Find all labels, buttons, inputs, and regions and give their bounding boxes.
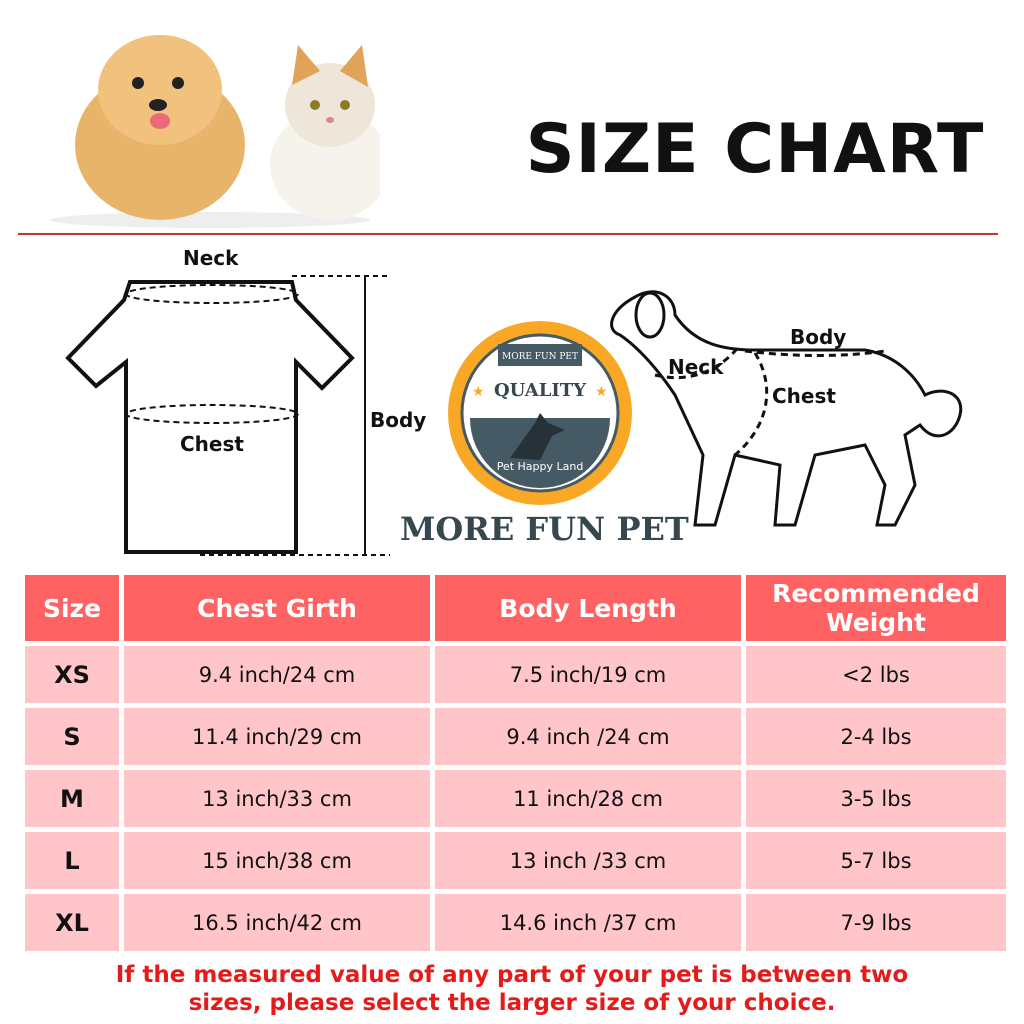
size-table: Size Chest Girth Body Length Recommended… xyxy=(20,570,1011,956)
size-cell: M xyxy=(25,770,119,827)
column-header-size: Size xyxy=(25,575,119,641)
column-header-recommended-weight: Recommended Weight xyxy=(746,575,1006,641)
weight-cell: <2 lbs xyxy=(746,646,1006,703)
dog-diagram xyxy=(610,290,963,527)
shirt-body-label: Body xyxy=(370,408,427,432)
weight-cell: 7-9 lbs xyxy=(746,894,1006,951)
size-cell: S xyxy=(25,708,119,765)
body-length-cell: 14.6 inch /37 cm xyxy=(435,894,741,951)
svg-text:★: ★ xyxy=(595,384,608,400)
table-row: XL 16.5 inch/42 cm 14.6 inch /37 cm 7-9 lbs xyxy=(25,894,1006,951)
svg-text:QUALITY: QUALITY xyxy=(494,380,587,401)
body-length-cell: 11 inch/28 cm xyxy=(435,770,741,827)
size-cell: XS xyxy=(25,646,119,703)
body-length-cell: 13 inch /33 cm xyxy=(435,832,741,889)
body-length-cell: 7.5 inch/19 cm xyxy=(435,646,741,703)
shirt-chest-label: Chest xyxy=(180,432,244,456)
brand-name: MORE FUN PET xyxy=(400,510,689,548)
table-row: S 11.4 inch/29 cm 9.4 inch /24 cm 2-4 lbs xyxy=(25,708,1006,765)
dog-chest-label: Chest xyxy=(772,384,836,408)
column-header-chest-girth: Chest Girth xyxy=(124,575,430,641)
chest-girth-cell: 15 inch/38 cm xyxy=(124,832,430,889)
table-header-row: Size Chest Girth Body Length Recommended… xyxy=(25,575,1006,641)
svg-text:MORE FUN PET: MORE FUN PET xyxy=(502,352,578,362)
size-note-line2: sizes, please select the larger size of … xyxy=(188,990,836,1016)
weight-cell: 3-5 lbs xyxy=(746,770,1006,827)
dog-neck-label: Neck xyxy=(668,355,724,379)
chest-girth-cell: 9.4 inch/24 cm xyxy=(124,646,430,703)
quality-badge-logo: MORE FUN PET QUALITY ★ ★ Pet Happy Land xyxy=(448,321,632,505)
table-row: M 13 inch/33 cm 11 inch/28 cm 3-5 lbs xyxy=(25,770,1006,827)
shirt-neck-label: Neck xyxy=(183,246,239,270)
size-cell: XL xyxy=(25,894,119,951)
divider xyxy=(18,233,998,235)
chest-girth-cell: 13 inch/33 cm xyxy=(124,770,430,827)
svg-text:★: ★ xyxy=(472,384,485,400)
page-title: SIZE CHART xyxy=(525,110,985,189)
table-row: L 15 inch/38 cm 13 inch /33 cm 5-7 lbs xyxy=(25,832,1006,889)
size-note-line1: If the measured value of any part of you… xyxy=(115,962,909,988)
svg-text:Pet Happy Land: Pet Happy Land xyxy=(497,460,584,473)
chest-girth-cell: 16.5 inch/42 cm xyxy=(124,894,430,951)
table-row: XS 9.4 inch/24 cm 7.5 inch/19 cm <2 lbs xyxy=(25,646,1006,703)
weight-cell: 2-4 lbs xyxy=(746,708,1006,765)
weight-cell: 5-7 lbs xyxy=(746,832,1006,889)
shirt-diagram xyxy=(65,275,390,556)
pets-photo xyxy=(50,35,380,228)
dog-body-label: Body xyxy=(790,325,847,349)
column-header-body-length: Body Length xyxy=(435,575,741,641)
body-length-cell: 9.4 inch /24 cm xyxy=(435,708,741,765)
size-cell: L xyxy=(25,832,119,889)
chest-girth-cell: 11.4 inch/29 cm xyxy=(124,708,430,765)
